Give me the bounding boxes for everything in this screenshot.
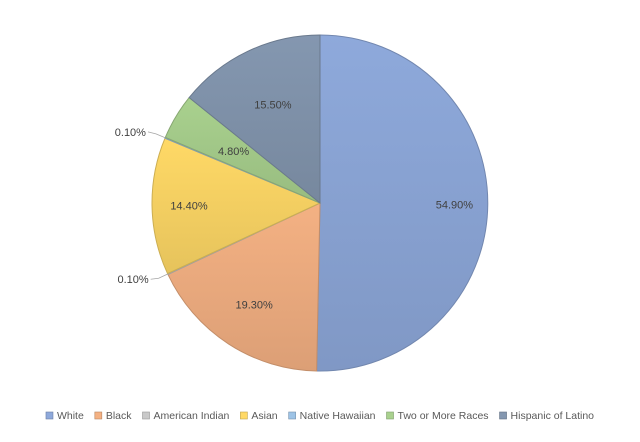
leader-line-american-indian (150, 273, 168, 280)
data-label-asian: 14.40% (170, 200, 208, 212)
data-label-white: 54.90% (436, 199, 474, 211)
legend-item-black: Black (94, 410, 132, 422)
data-label-black: 19.30% (235, 299, 273, 311)
legend-label-hispanic-of-latino: Hispanic of Latino (511, 410, 595, 422)
legend-item-two-or-more-races: Two or More Races (386, 410, 489, 422)
legend-swatch-hispanic-of-latino (499, 411, 507, 420)
legend-label-asian: Asian (251, 410, 277, 422)
legend-item-hispanic-of-latino: Hispanic of Latino (499, 410, 595, 422)
data-label-two-or-more-races: 4.80% (218, 146, 249, 158)
legend-swatch-asian (240, 411, 248, 420)
legend-item-american-indian: American Indian (142, 410, 230, 422)
legend-label-native-hawaiian: Native Hawaiian (300, 410, 376, 422)
legend-label-american-indian: American Indian (154, 410, 230, 422)
legend: White Black American Indian Asian Native Haw… (45, 410, 595, 422)
pie-slice-asian (151, 137, 322, 275)
data-label-native-hawaiian: 0.10% (115, 127, 146, 139)
data-labels: 54.90% 19.30% 0.10% 14.40% 0.10% 4.80% 15.50% (115, 100, 473, 312)
legend-item-asian: Asian (240, 410, 278, 422)
data-label-hispanic-of-latino: 15.50% (254, 100, 292, 112)
legend-swatch-native-hawaiian (288, 411, 296, 420)
data-label-american-indian: 0.10% (117, 274, 148, 286)
legend-swatch-black (94, 411, 103, 420)
legend-item-white: White (45, 410, 84, 422)
leader-line-native-hawaiian (147, 131, 166, 139)
legend-swatch-american-indian (142, 411, 150, 420)
legend-swatch-two-or-more-races (386, 411, 394, 420)
pie-slice-white (316, 34, 489, 372)
pie-slices (151, 34, 489, 372)
legend-swatch-white (45, 411, 54, 420)
legend-label-white: White (57, 410, 84, 422)
legend-label-two-or-more-races: Two or More Races (398, 410, 489, 422)
legend-label-black: Black (106, 410, 132, 422)
leader-lines (147, 131, 168, 280)
legend-item-native-hawaiian: Native Hawaiian (288, 410, 376, 422)
pie-slice-hispanic-of-latino (188, 34, 321, 205)
pie-slice-black (167, 202, 321, 372)
